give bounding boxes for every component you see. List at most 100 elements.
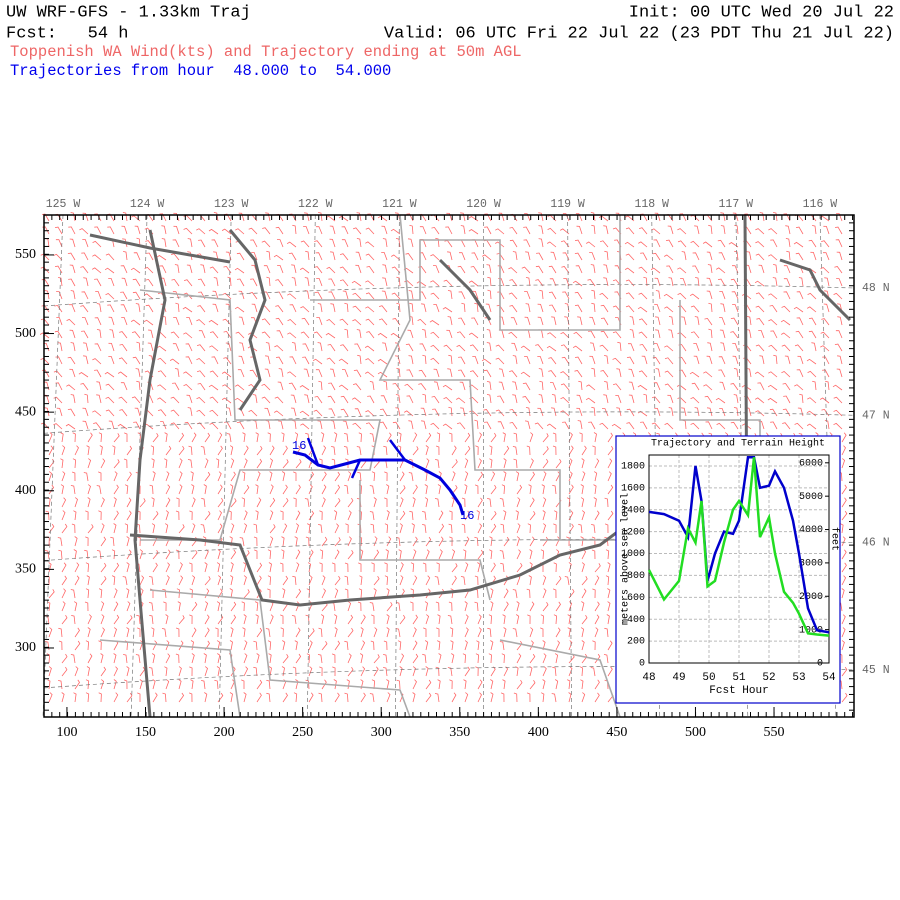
wind-barb — [238, 290, 245, 300]
wind-barb — [443, 344, 453, 352]
wind-barb — [513, 458, 518, 469]
wind-barb — [568, 471, 573, 482]
wind-barb — [175, 510, 180, 521]
wind-barb — [464, 445, 471, 456]
wind-barb — [490, 562, 496, 573]
wind-barb — [500, 523, 505, 534]
wind-barb — [509, 226, 518, 235]
wind-barb — [464, 601, 468, 612]
wind-barb — [516, 679, 523, 690]
wind-barb — [71, 615, 76, 625]
parallel — [43, 411, 855, 434]
wind-barb — [442, 423, 453, 430]
wind-barb — [249, 292, 258, 300]
wind-barb — [67, 408, 76, 417]
wind-barb — [459, 381, 466, 391]
wind-barb — [352, 383, 362, 391]
wind-barb — [119, 409, 128, 417]
wind-barb — [490, 511, 497, 521]
wind-barb — [188, 445, 193, 456]
wind-barb — [456, 344, 466, 352]
wind-barb — [334, 627, 338, 638]
wind-barb — [196, 358, 206, 365]
wind-barb — [822, 356, 830, 365]
wind-barb — [165, 614, 169, 625]
wind-barb — [399, 562, 404, 573]
wind-barb — [345, 523, 349, 534]
y-tick-label: 1400 — [621, 505, 645, 516]
wind-barb — [227, 276, 232, 287]
wind-barb — [503, 601, 509, 612]
wind-barb — [126, 692, 133, 703]
wind-barb — [290, 394, 297, 404]
wind-barb — [436, 627, 440, 637]
wind-barb — [796, 369, 804, 378]
wind-barb — [243, 653, 248, 664]
wind-barb — [356, 238, 362, 248]
wind-barb — [464, 562, 469, 573]
wind-barb — [222, 384, 232, 391]
wind-barb — [308, 471, 314, 482]
wind-barb — [385, 549, 389, 560]
wind-barb — [136, 380, 141, 391]
wind-barb — [430, 254, 440, 261]
wind-barb — [799, 393, 804, 404]
wind-barb — [292, 224, 297, 235]
wind-barb — [299, 267, 310, 274]
wind-barb — [447, 290, 453, 300]
wind-barb — [152, 562, 158, 573]
lon-label: 123 W — [214, 198, 249, 211]
wind-barb — [590, 667, 596, 677]
wind-barb — [579, 432, 583, 443]
wind-barb — [568, 601, 573, 612]
wind-barb — [433, 304, 440, 313]
x-tick-label: 53 — [792, 672, 805, 684]
wind-barb — [187, 407, 193, 417]
wind-barb — [288, 252, 297, 261]
wind-barb — [567, 614, 571, 625]
wind-barb — [436, 432, 441, 443]
wind-barb — [67, 356, 76, 365]
wind-barb — [412, 679, 417, 690]
wind-barb — [58, 549, 63, 560]
wind-barb — [162, 692, 167, 703]
wind-barb — [841, 627, 846, 638]
wind-barb — [211, 239, 219, 248]
wind-barb — [781, 332, 791, 339]
wind-barb — [113, 471, 118, 482]
wind-barb — [83, 355, 89, 365]
wind-barb — [529, 653, 536, 664]
wind-barb — [396, 679, 401, 690]
wind-barb — [616, 368, 622, 378]
wind-barb — [165, 471, 170, 482]
wind-barb — [189, 562, 193, 572]
wind-barb — [836, 213, 843, 222]
wind-barb — [74, 666, 79, 677]
wind-barb — [524, 316, 531, 326]
wind-barb — [568, 432, 573, 443]
wind-barb — [581, 445, 587, 456]
wind-barb — [435, 237, 440, 248]
wind-barb — [464, 640, 468, 651]
wind-barb — [567, 627, 571, 638]
border — [228, 229, 267, 411]
wind-barb — [399, 666, 403, 677]
wind-barb — [390, 228, 401, 235]
wind-barb — [302, 356, 310, 365]
wind-barb — [668, 407, 674, 417]
wind-barb — [516, 601, 520, 612]
wind-barb — [187, 238, 193, 248]
wind-barb — [249, 369, 258, 378]
wind-barb — [665, 239, 674, 248]
wind-barb — [352, 422, 362, 430]
wind-barb — [500, 562, 505, 573]
wind-barb — [105, 409, 115, 417]
wind-barb — [767, 397, 778, 404]
wind-barb — [255, 432, 259, 443]
border — [133, 229, 167, 718]
wind-barb — [607, 471, 612, 482]
wind-barb — [61, 653, 68, 664]
wind-barb — [144, 293, 154, 300]
wind-barb — [208, 319, 219, 326]
